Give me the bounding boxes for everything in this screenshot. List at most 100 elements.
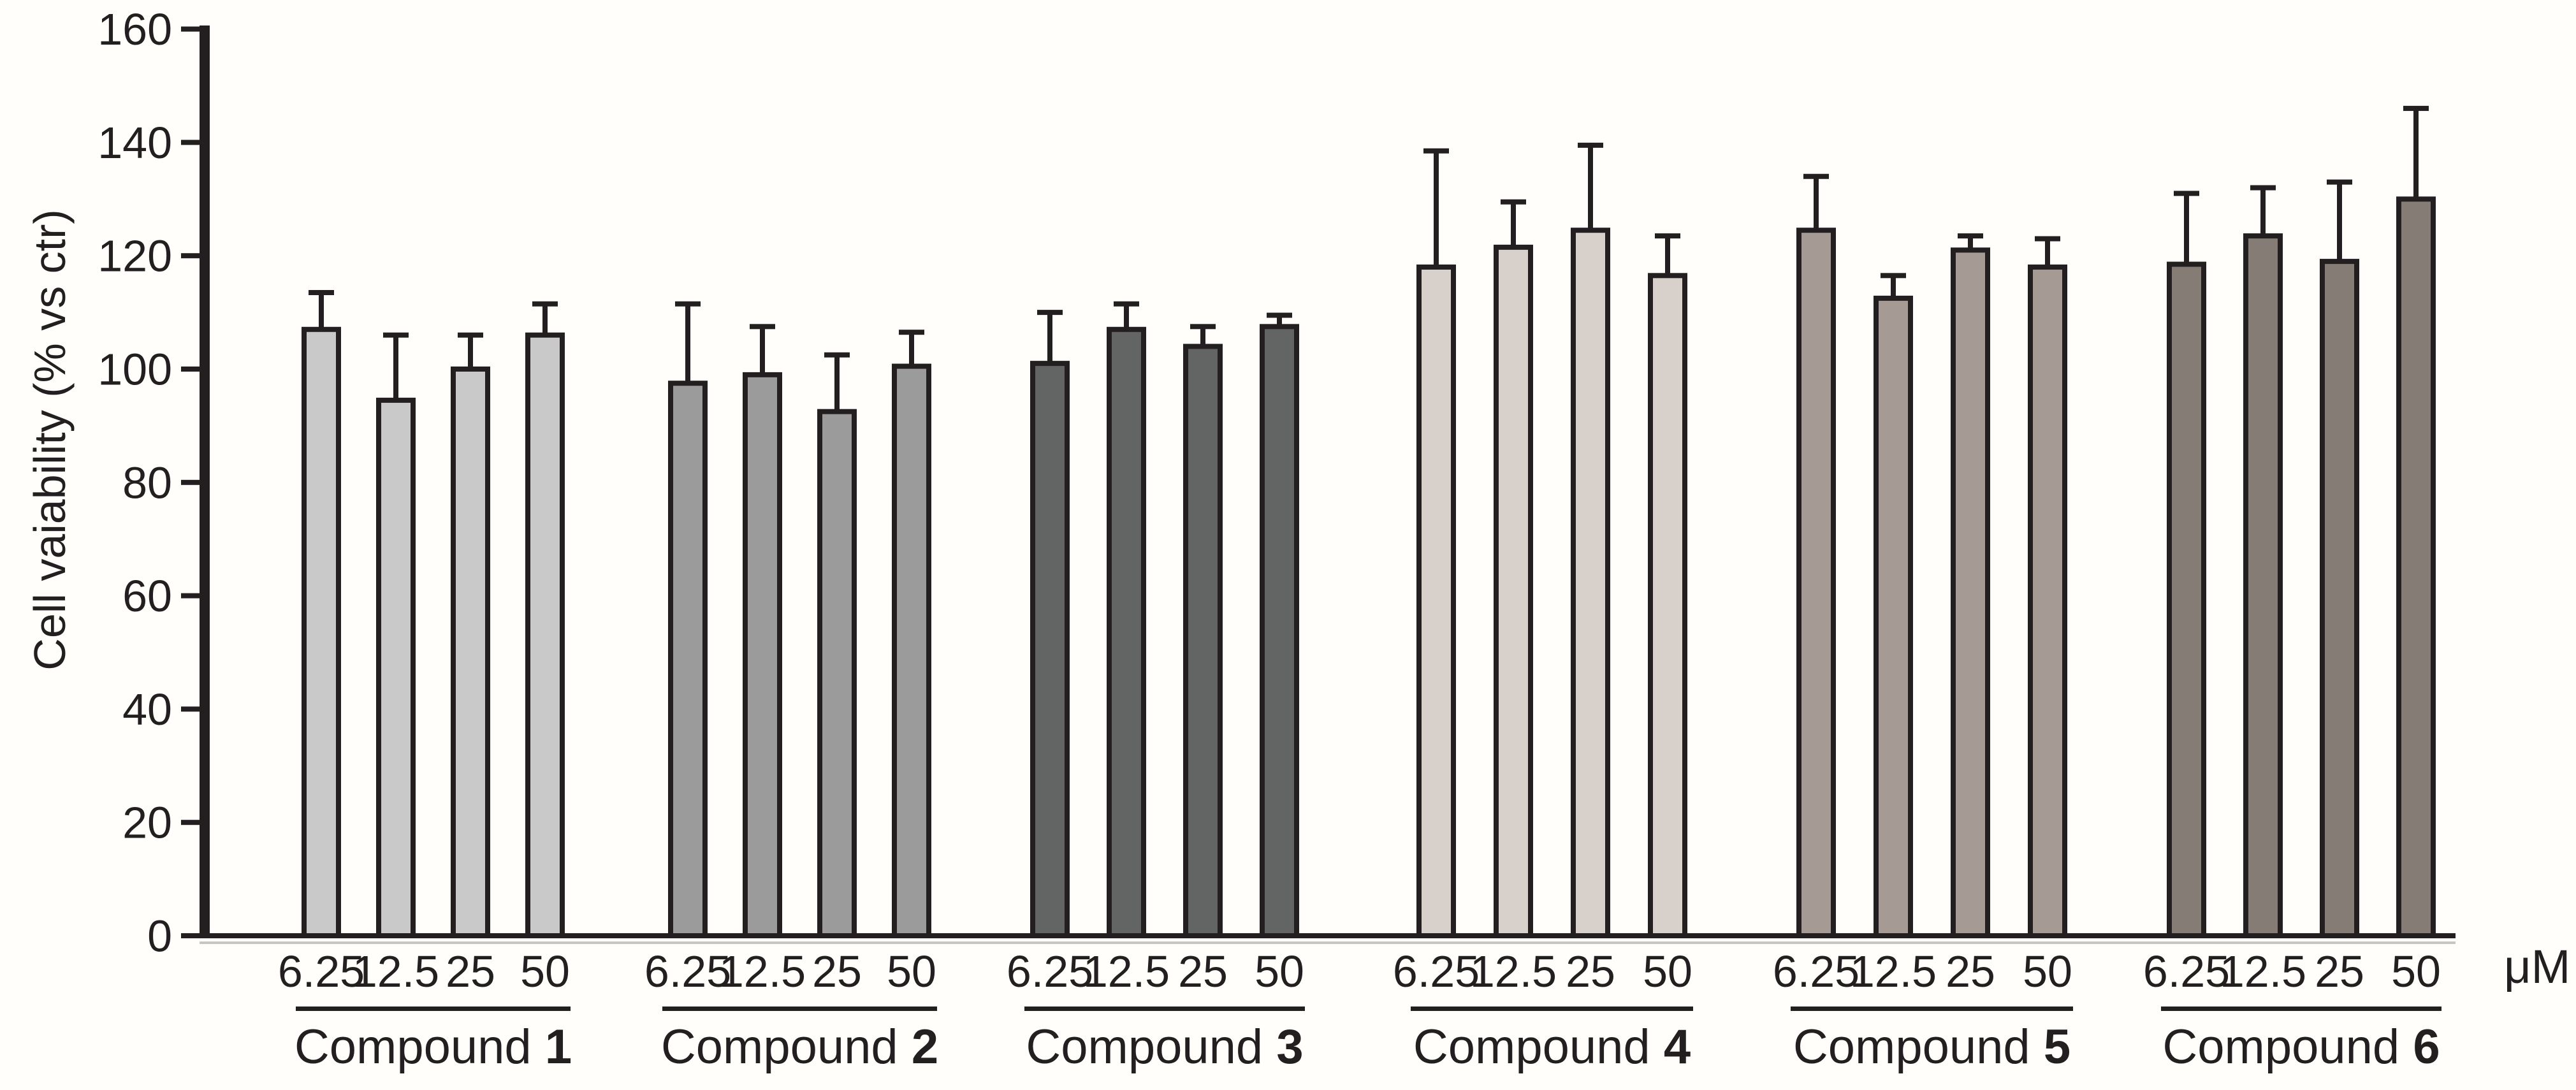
y-tick-label: 120 [98, 231, 172, 281]
group-underline [1791, 1006, 2073, 1011]
y-tick [181, 140, 205, 145]
error-bar-cap [1190, 324, 1216, 330]
y-tick [181, 593, 205, 599]
concentration-label: 12.5 [1850, 947, 1937, 996]
error-bar-cap [2035, 236, 2060, 242]
concentration-label: 25 [1566, 947, 1615, 996]
concentration-label: 12.5 [1083, 947, 1170, 996]
error-bar-cap [2403, 106, 2429, 112]
bar [892, 363, 931, 938]
error-bar-stem [685, 303, 690, 388]
bar [2167, 261, 2206, 938]
group-label-prefix: Compound [295, 1020, 545, 1074]
y-tick [181, 253, 205, 259]
error-bar-stem [1891, 275, 1896, 302]
concentration-label: 6.25 [644, 947, 731, 996]
bar [302, 326, 341, 938]
error-bar-stem [1200, 326, 1205, 351]
concentration-label: 6.25 [2143, 947, 2230, 996]
error-bar-cap [1881, 273, 1906, 279]
error-bar-stem [2337, 182, 2342, 266]
error-bar-cap [1501, 199, 1526, 205]
bar [525, 332, 565, 938]
error-bar-cap [675, 301, 701, 307]
concentration-label: 25 [1946, 947, 1995, 996]
y-tick [181, 26, 205, 32]
group-label-number: 6 [2413, 1020, 2440, 1074]
concentration-label: 12.5 [1470, 947, 1557, 996]
group-underline [1024, 1006, 1305, 1011]
concentration-label: 50 [887, 947, 936, 996]
error-bar-stem [2045, 238, 2050, 271]
concentration-label: 25 [1178, 947, 1228, 996]
error-bar-stem [1665, 236, 1670, 280]
x-axis-shadow-line [200, 941, 2456, 944]
bar [2320, 259, 2359, 939]
error-bar-cap [1037, 310, 1063, 316]
concentration-label: 6.25 [1773, 947, 1859, 996]
error-bar-cap [1958, 233, 1983, 239]
bar [817, 409, 857, 938]
group-label: Compound 5 [1793, 1020, 2070, 1074]
group-label-number: 4 [1664, 1020, 1691, 1074]
concentration-label: 25 [2315, 947, 2364, 996]
y-axis-title: Cell vaiability (% vs ctr) [25, 209, 75, 670]
y-tick-label: 60 [122, 571, 172, 621]
bar [2243, 233, 2283, 939]
concentration-label: 6.25 [1007, 947, 1093, 996]
bar [2396, 196, 2436, 938]
concentration-label: 6.25 [278, 947, 365, 996]
bar [1874, 295, 1913, 938]
error-bar-stem [1814, 176, 1819, 235]
group-label: Compound 4 [1413, 1020, 1691, 1074]
bar [1030, 361, 1070, 938]
group-underline [2161, 1006, 2441, 1011]
concentration-label: 50 [2391, 947, 2441, 996]
group-label-prefix: Compound [1793, 1020, 2044, 1074]
y-tick-label: 80 [122, 458, 172, 507]
error-bar-stem [1277, 315, 1282, 331]
concentration-label: 12.5 [353, 947, 439, 996]
bar [743, 372, 782, 938]
error-bar-stem [393, 335, 398, 404]
group-underline [296, 1006, 571, 1011]
group-label-number: 3 [1276, 1020, 1303, 1074]
y-tick-label: 160 [98, 4, 172, 54]
error-bar-cap [750, 324, 775, 330]
bar [1416, 264, 1456, 939]
y-tick [181, 706, 205, 712]
group-underline [1411, 1006, 1693, 1011]
x-axis-line [200, 933, 2456, 938]
y-tick-label: 0 [147, 912, 172, 961]
y-tick [181, 367, 205, 372]
error-bar-stem [1968, 236, 1973, 254]
error-bar-cap [2327, 179, 2352, 185]
bar [1796, 228, 1836, 939]
concentration-label: 50 [520, 947, 570, 996]
group-label-number: 1 [545, 1020, 572, 1074]
error-bar-cap [1267, 312, 1292, 318]
y-tick [181, 479, 205, 485]
group-label-prefix: Compound [1026, 1020, 1276, 1074]
bar [668, 381, 708, 938]
bar [1951, 247, 1990, 938]
error-bar-stem [1434, 150, 1439, 271]
concentration-label: 6.25 [1393, 947, 1480, 996]
error-bar-cap [532, 301, 558, 307]
error-bar-stem [468, 335, 473, 373]
y-tick [181, 933, 205, 938]
error-bar-cap [458, 332, 483, 338]
error-bar-cap [1803, 173, 1829, 179]
bar [2028, 264, 2067, 939]
concentration-label: 25 [812, 947, 862, 996]
group-label-number: 2 [912, 1020, 938, 1074]
error-bar-cap [1655, 233, 1680, 239]
group-label: Compound 6 [2162, 1020, 2440, 1074]
y-tick-label: 100 [98, 345, 172, 395]
error-bar-stem [834, 354, 840, 416]
error-bar-cap [309, 289, 334, 295]
unit-label: μM [2504, 940, 2570, 993]
